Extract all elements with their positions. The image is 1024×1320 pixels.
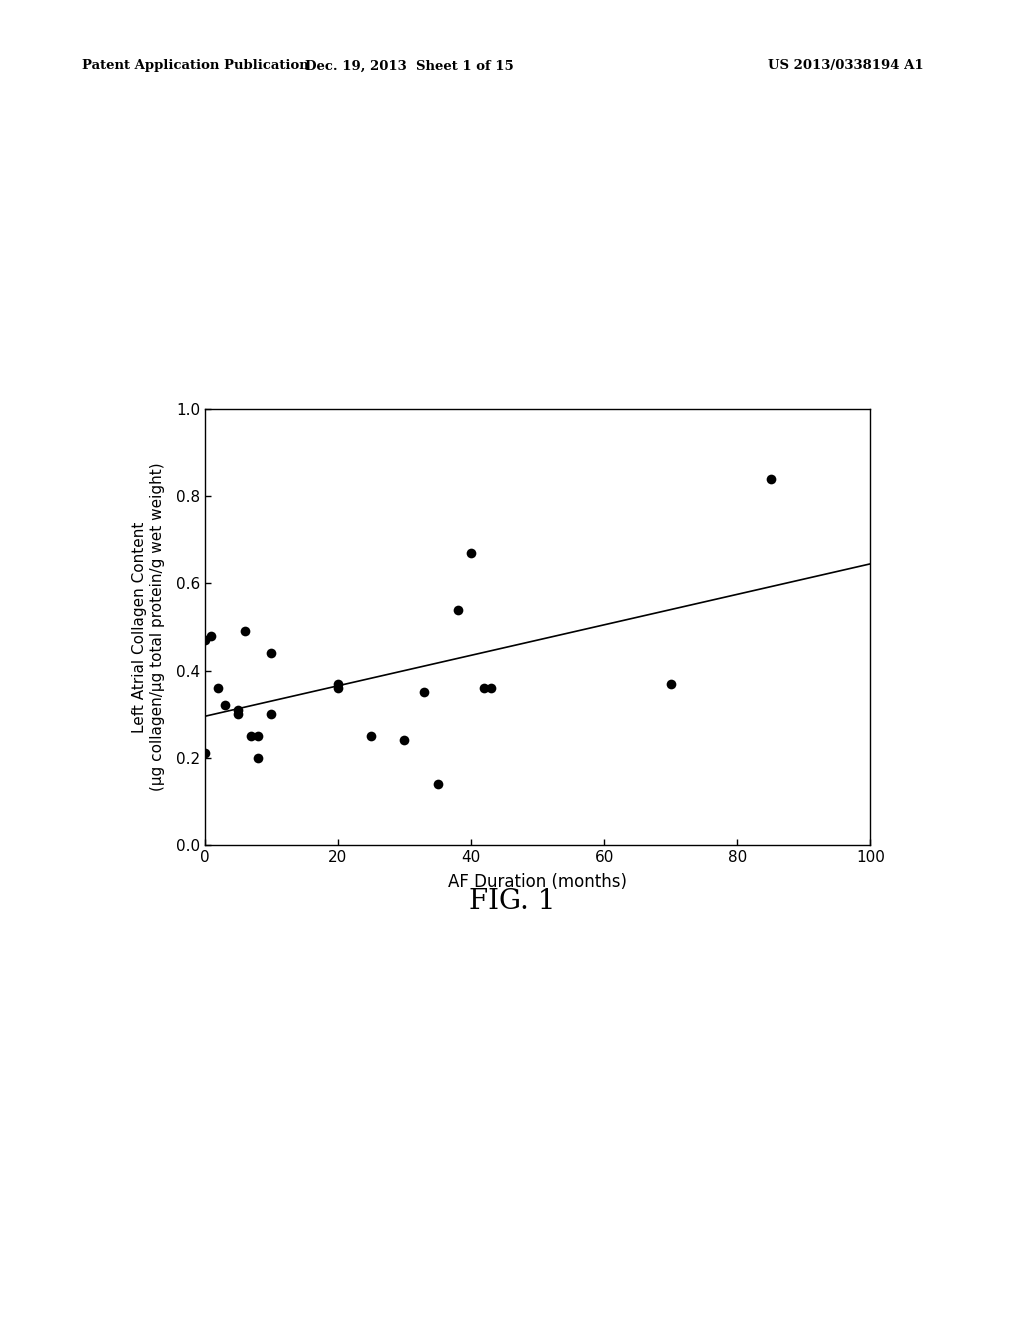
- Point: [430, 774, 446, 795]
- Text: FIG. 1: FIG. 1: [469, 888, 555, 915]
- Point: [364, 726, 380, 747]
- Point: [197, 630, 213, 651]
- Point: [476, 677, 493, 698]
- Point: [210, 677, 226, 698]
- Point: [250, 726, 266, 747]
- X-axis label: AF Duration (months): AF Duration (months): [449, 873, 627, 891]
- Point: [396, 730, 413, 751]
- Y-axis label: Left Atrial Collagen Content
(μg collagen/μg total protein/g wet weight): Left Atrial Collagen Content (μg collage…: [132, 463, 165, 791]
- Text: US 2013/0338194 A1: US 2013/0338194 A1: [768, 59, 924, 73]
- Point: [244, 726, 260, 747]
- Point: [263, 643, 280, 664]
- Point: [463, 543, 479, 564]
- Point: [763, 469, 779, 490]
- Point: [237, 620, 253, 642]
- Point: [229, 700, 247, 721]
- Point: [450, 599, 466, 620]
- Point: [203, 626, 220, 647]
- Text: Patent Application Publication: Patent Application Publication: [82, 59, 308, 73]
- Point: [217, 694, 233, 715]
- Point: [197, 743, 213, 764]
- Point: [483, 677, 500, 698]
- Point: [417, 681, 433, 702]
- Point: [229, 704, 247, 725]
- Point: [330, 673, 346, 694]
- Point: [263, 704, 280, 725]
- Point: [250, 747, 266, 768]
- Point: [663, 673, 679, 694]
- Point: [330, 677, 346, 698]
- Text: Dec. 19, 2013  Sheet 1 of 15: Dec. 19, 2013 Sheet 1 of 15: [305, 59, 514, 73]
